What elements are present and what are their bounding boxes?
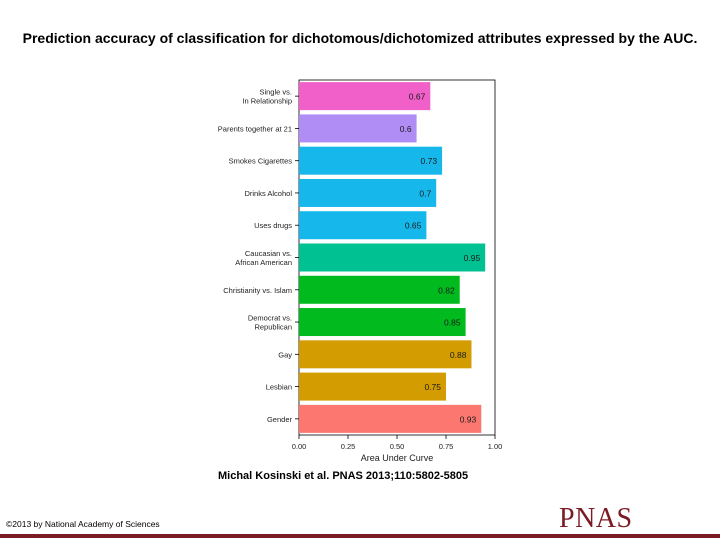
bar <box>299 340 472 369</box>
y-tick-label: Parents together at 21 <box>218 124 292 133</box>
y-tick-label: Gay <box>278 350 292 359</box>
bar-value-label: 0.6 <box>400 124 412 134</box>
bar-value-label: 0.93 <box>460 414 477 424</box>
bar-value-label: 0.7 <box>419 188 431 198</box>
pnas-logo: PNAS <box>559 503 633 534</box>
y-tick-label: Lesbian <box>266 383 292 392</box>
bar <box>299 275 460 304</box>
bar <box>299 114 417 143</box>
bar <box>299 308 466 337</box>
copyright-notice: ©2013 by National Academy of Sciences <box>6 519 160 529</box>
x-tick-label: 0.50 <box>390 442 405 451</box>
bar <box>299 372 446 401</box>
x-tick-label: 0.00 <box>292 442 307 451</box>
citation: Michal Kosinski et al. PNAS 2013;110:580… <box>218 470 469 482</box>
bar-value-label: 0.88 <box>450 350 467 360</box>
x-tick-label: 0.25 <box>341 442 356 451</box>
y-tick-label: Smokes Cigarettes <box>229 157 293 166</box>
bar-value-label: 0.67 <box>409 92 426 102</box>
bar-value-label: 0.65 <box>405 221 422 231</box>
brand-divider <box>0 534 720 538</box>
bar-value-label: 0.73 <box>421 156 438 166</box>
bar <box>299 404 482 433</box>
bar-value-label: 0.82 <box>438 285 455 295</box>
y-tick-label: Caucasian vs. African American <box>235 249 292 267</box>
bar <box>299 211 427 240</box>
chart-title: Prediction accuracy of classification fo… <box>22 30 698 46</box>
y-tick-label: Gender <box>267 415 293 424</box>
bar-value-label: 0.95 <box>464 253 481 263</box>
bar-value-label: 0.75 <box>424 382 441 392</box>
y-tick-label: Single vs. In Relationship <box>242 88 292 106</box>
x-tick-label: 0.75 <box>439 442 454 451</box>
x-tick-label: 1.00 <box>488 442 503 451</box>
bar <box>299 178 437 207</box>
bar <box>299 82 431 111</box>
y-tick-label: Uses drugs <box>254 221 292 230</box>
y-tick-label: Drinks Alcohol <box>244 189 292 198</box>
y-tick-label: Christianity vs. Islam <box>223 286 292 295</box>
x-axis-label: Area Under Curve <box>361 453 434 463</box>
y-tick-label: Democrat vs. Republican <box>248 314 292 332</box>
bar <box>299 146 443 175</box>
bar-value-label: 0.85 <box>444 318 461 328</box>
bar <box>299 243 486 272</box>
